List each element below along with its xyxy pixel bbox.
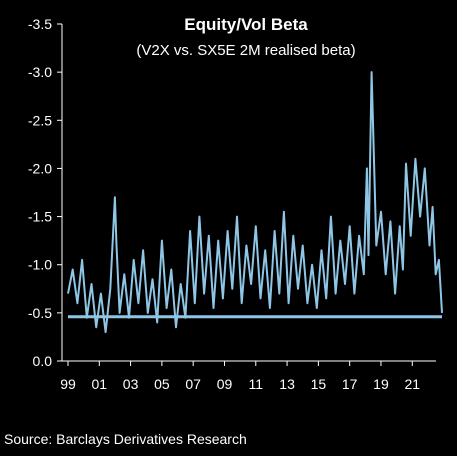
x-tick-label: 05 [154,376,170,392]
y-tick-label: -1.0 [28,257,52,273]
x-tick-label: 21 [404,376,420,392]
y-tick-label: 0.0 [33,353,53,369]
y-tick-label: -2.0 [28,160,52,176]
beta-series-line [67,71,443,334]
x-tick-label: 11 [249,376,264,392]
x-tick-label: 09 [217,376,233,392]
y-tick-label: -0.5 [28,305,52,321]
x-tick-label: 03 [123,376,139,392]
x-tick-label: 01 [92,376,108,392]
y-tick-label: -3.0 [28,64,52,80]
y-tick-label: -3.5 [28,16,52,32]
x-tick-label: 15 [311,376,327,392]
chart-subtitle: (V2X vs. SX5E 2M realised beta) [136,42,355,59]
y-tick-label: -1.5 [28,209,52,225]
x-tick-label: 13 [279,376,295,392]
x-tick-label: 07 [185,376,201,392]
x-tick-label: 17 [342,376,358,392]
x-tick-label: 19 [373,376,389,392]
chart-title: Equity/Vol Beta [184,15,308,34]
x-axis-ticks: 99 01 03 05 07 09 11 13 15 17 19 21 [60,361,420,392]
series-group [67,71,443,334]
y-tick-label: -2.5 [28,112,52,128]
y-axis-ticks: -3.5 -3.0 -2.5 -2.0 -1.5 -1.0 -0.5 0.0 [28,16,62,369]
x-tick-label: 99 [60,376,76,392]
source-note: Source: Barclays Derivatives Research [4,431,247,447]
